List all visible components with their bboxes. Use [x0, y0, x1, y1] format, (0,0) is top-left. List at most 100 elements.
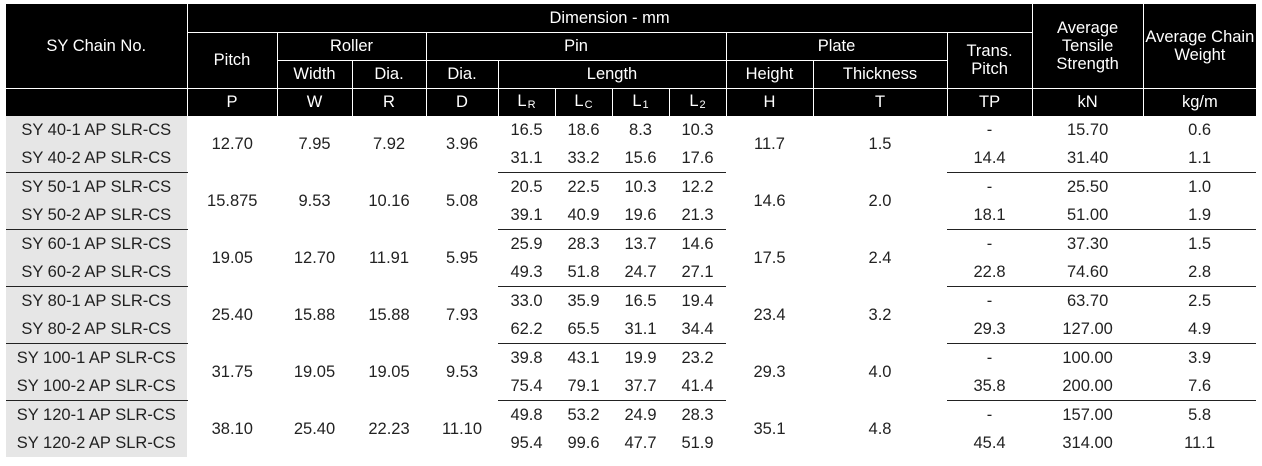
header-plate: Plate: [725, 31, 947, 60]
tensile-cell: 314.00: [1062, 434, 1113, 452]
pin-lc-cell: 18.6: [567, 121, 600, 139]
symbol-lc-main: L: [574, 92, 584, 111]
roller-width-cell: 15.88: [293, 306, 336, 324]
table-body: SY 40-1 AP SLR-CS 12.70 7.95 7.92 3.96 1…: [6, 116, 1257, 457]
chain-no-cell: SY 100-1 AP SLR-CS: [6, 343, 188, 372]
trans-pitch-cell: -: [986, 349, 993, 367]
trans-pitch-cell: 18.1: [947, 201, 1033, 230]
symbol-lr-sub: R: [527, 99, 536, 112]
plate-thickness-cell: 1.5: [868, 135, 892, 154]
pin-l1-cell: 47.7: [624, 434, 657, 452]
pin-dia-cell: 9.53: [445, 363, 479, 381]
pin-lr-cell: 39.8: [510, 349, 543, 367]
table-row: SY 120-2 AP SLR-CS 95.4 99.6 47.7 51.9 4…: [6, 429, 1256, 457]
symbol-lr-main: L: [517, 92, 527, 111]
chain-spec-table: SY Chain No. Dimension - mm Average Tens…: [6, 4, 1257, 457]
plate-thickness-cell: 2.4: [868, 249, 892, 267]
weight-cell: 2.8: [1143, 258, 1257, 287]
weight-cell: 4.9: [1143, 315, 1257, 344]
symbol-l2-main: L: [689, 92, 699, 111]
table-row: SY 50-2 AP SLR-CS 39.1 40.9 19.6 21.3 18…: [6, 201, 1257, 230]
table-row: SY 80-1 AP SLR-CS 25.40 15.88 15.88 7.93…: [6, 286, 1256, 324]
header-pitch: Pitch: [186, 31, 277, 88]
roller-width-cell: 25.40: [293, 419, 336, 438]
trans-pitch-cell: -: [986, 235, 993, 253]
symbol-r: R: [351, 87, 426, 116]
tensile-cell: 200.00: [1032, 372, 1144, 401]
symbol-l1-sub: 1: [642, 99, 649, 112]
roller-dia-cell: 7.92: [372, 135, 406, 154]
pin-dia-cell: 3.96: [445, 135, 479, 154]
table-row: SY 80-2 AP SLR-CS 62.2 65.5 31.1 34.4 29…: [6, 315, 1257, 344]
symbol-blank: [6, 87, 187, 116]
plate-height-cell: 23.4: [753, 306, 786, 324]
pin-l2-cell: 51.9: [681, 434, 714, 452]
chain-no-cell: SY 120-1 AP SLR-CS: [6, 400, 188, 429]
pin-l2-cell: 27.1: [669, 258, 726, 287]
table-row: SY 40-2 AP SLR-CS 31.1 33.2 15.6 17.6 14…: [6, 144, 1257, 173]
symbol-w: W: [276, 87, 352, 116]
pin-l1-cell: 37.7: [612, 372, 669, 401]
symbol-p: P: [186, 87, 277, 116]
roller-dia-cell: 10.16: [368, 192, 410, 210]
weight-cell: 1.5: [1188, 235, 1212, 253]
pin-l2-cell: 12.2: [681, 178, 714, 196]
pin-l2-cell: 21.3: [669, 201, 726, 230]
pitch-cell: 25.40: [211, 306, 253, 324]
weight-cell: 1.0: [1188, 178, 1212, 196]
table-row: SY 50-1 AP SLR-CS 15.875 9.53 10.16 5.08…: [6, 172, 1256, 210]
pin-lc-cell: 43.1: [567, 349, 600, 367]
pin-l2-cell: 34.4: [669, 315, 726, 344]
trans-pitch-cell: 35.8: [947, 372, 1033, 401]
table-row: SY 100-2 AP SLR-CS 75.4 79.1 37.7 41.4 3…: [6, 372, 1257, 401]
trans-pitch-cell: 45.4: [973, 434, 1006, 452]
pin-l1-cell: 19.6: [612, 201, 669, 230]
pin-lc-cell: 33.2: [555, 144, 612, 173]
pin-lc-cell: 22.5: [567, 178, 600, 196]
pin-l2-cell: 41.4: [669, 372, 726, 401]
weight-cell: 0.6: [1188, 121, 1212, 139]
header-avg-weight: Average Chain Weight: [1142, 4, 1257, 88]
pin-dia-cell: 7.93: [445, 306, 479, 324]
chain-no-cell: SY 40-1 AP SLR-CS: [6, 116, 188, 144]
weight-cell: 3.9: [1188, 349, 1212, 367]
tensile-cell: 15.70: [1066, 121, 1109, 139]
header-pin-dia: Dia.: [425, 59, 498, 88]
pin-lc-cell: 65.5: [555, 315, 612, 344]
trans-pitch-cell: -: [986, 178, 993, 196]
pin-lr-cell: 75.4: [498, 372, 555, 401]
weight-cell: 2.5: [1188, 292, 1212, 310]
header-roller-width: Width: [276, 59, 352, 88]
pin-l1-cell: 19.9: [624, 349, 657, 367]
pin-l1-cell: 31.1: [612, 315, 669, 344]
pin-lc-cell: 99.6: [567, 434, 600, 452]
pin-l2-cell: 28.3: [681, 406, 714, 424]
header-pin: Pin: [425, 31, 726, 60]
weight-cell: 5.8: [1188, 406, 1212, 424]
trans-pitch-cell: 14.4: [947, 144, 1033, 173]
header-chain-no: SY Chain No.: [6, 4, 187, 88]
pin-l2-cell: 14.6: [681, 235, 714, 253]
symbol-l2-sub: 2: [699, 99, 706, 112]
header-avg-tensile: Average Tensile Strength: [1031, 4, 1144, 88]
symbol-kgm: kg/m: [1142, 87, 1257, 116]
header-plate-thickness: Thickness: [812, 59, 947, 88]
pin-lr-cell: 20.5: [510, 178, 543, 196]
pin-lr-cell: 95.4: [510, 434, 543, 452]
header-plate-height: Height: [725, 59, 813, 88]
plate-thickness-cell: 3.2: [868, 306, 892, 324]
pin-lc-cell: 40.9: [555, 201, 612, 230]
chain-no-cell: SY 80-1 AP SLR-CS: [6, 286, 188, 315]
plate-height-cell: 29.3: [753, 363, 786, 381]
chain-no-cell: SY 50-1 AP SLR-CS: [6, 172, 188, 201]
pin-l1-cell: 8.3: [629, 121, 652, 139]
symbol-l2: L2: [668, 87, 726, 116]
weight-cell: 11.1: [1184, 434, 1216, 452]
chain-no-cell: SY 100-2 AP SLR-CS: [6, 372, 188, 401]
tensile-cell: 74.60: [1032, 258, 1144, 287]
chain-no-cell: SY 60-2 AP SLR-CS: [6, 258, 188, 287]
table-row: SY 120-1 AP SLR-CS 38.10 25.40 22.23 11.…: [6, 400, 1256, 438]
chain-no-cell: SY 60-1 AP SLR-CS: [6, 229, 188, 258]
roller-width-cell: 9.53: [298, 192, 331, 210]
pitch-cell: 15.875: [207, 192, 258, 210]
